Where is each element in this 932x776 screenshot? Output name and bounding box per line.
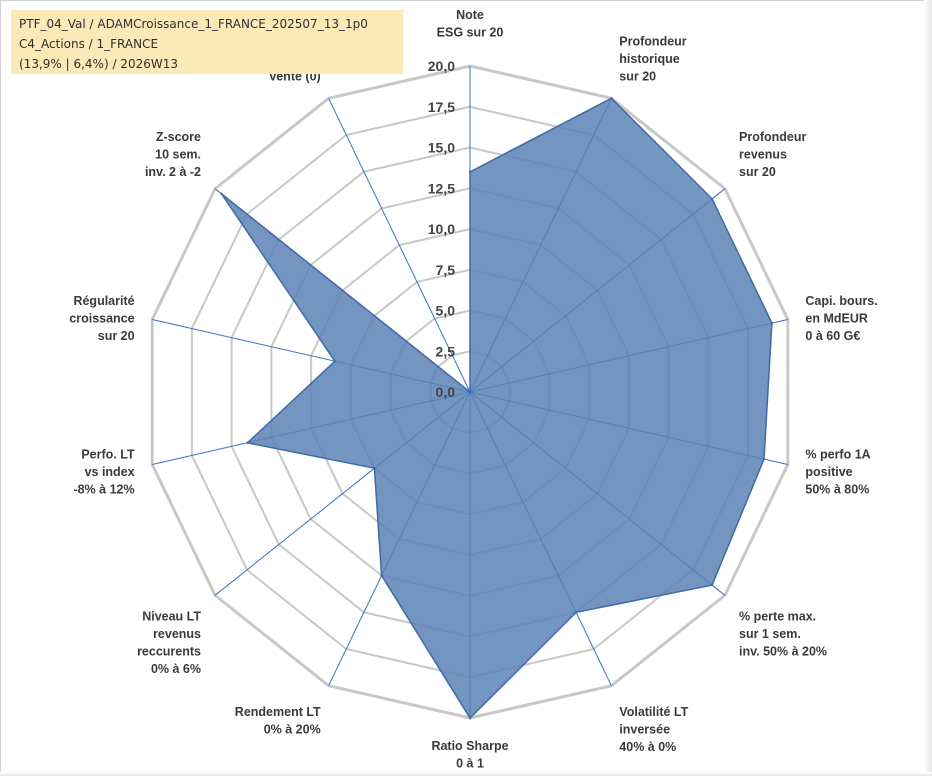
axis-label: ESG sur 20 bbox=[437, 26, 504, 40]
data-point bbox=[710, 583, 714, 587]
axis-spoke bbox=[328, 98, 471, 393]
performance-week: (13,9% | 6,4%) / 2026W13 bbox=[19, 57, 178, 71]
axis-label: 50% à 80% bbox=[805, 482, 869, 496]
axis-label: Ratio Sharpe bbox=[431, 739, 508, 753]
axis-label: inv. 50% à 20% bbox=[739, 645, 827, 659]
frame-shadow-right bbox=[924, 0, 932, 776]
portfolio-info-box: PTF_04_Val / ADAMCroissance_1_FRANCE_202… bbox=[11, 10, 403, 74]
axis-label: 10 sem. bbox=[155, 148, 201, 162]
tick-label: 10,0 bbox=[428, 221, 455, 237]
axis-label: 0% à 20% bbox=[264, 722, 321, 736]
axis-label: revenus bbox=[153, 627, 201, 641]
axis-label: sur 20 bbox=[98, 329, 135, 343]
axis-label: 40% à 0% bbox=[619, 740, 676, 754]
axis-label: Perfo. LT bbox=[81, 447, 135, 461]
axis-label: inv. 2 à -2 bbox=[145, 165, 201, 179]
data-point bbox=[380, 574, 383, 577]
axis-label: Z-score bbox=[156, 130, 201, 144]
data-point bbox=[574, 611, 578, 614]
axis-label: % perte max. bbox=[739, 610, 816, 624]
axis-label: 0 à 60 G€ bbox=[805, 329, 860, 343]
data-point bbox=[246, 441, 249, 444]
tick-label: 2,5 bbox=[436, 343, 456, 359]
frame-shadow-bottom bbox=[0, 772, 932, 776]
data-point bbox=[373, 467, 376, 470]
data-point bbox=[220, 192, 223, 195]
axis-label: 0 à 1 bbox=[456, 757, 484, 771]
axis-label: en MdEUR bbox=[805, 312, 868, 326]
axis-label: Capi. bours. bbox=[805, 294, 877, 308]
tick-label: 7,5 bbox=[436, 262, 456, 278]
data-point bbox=[710, 197, 714, 201]
axis-label: croissance bbox=[69, 312, 134, 326]
axis-label: Régularité bbox=[73, 294, 134, 308]
axis-label: Profondeur bbox=[739, 130, 806, 144]
data-point bbox=[468, 390, 472, 394]
portfolio-name: PTF_04_Val / ADAMCroissance_1_FRANCE_202… bbox=[19, 17, 368, 31]
axis-label: inversée bbox=[619, 722, 670, 736]
axis-label: reccurents bbox=[137, 645, 201, 659]
data-point bbox=[468, 716, 472, 720]
tick-label: 0,0 bbox=[436, 384, 456, 400]
tick-label: 20,0 bbox=[428, 58, 455, 74]
data-point bbox=[770, 321, 774, 325]
axis-label: Rendement LT bbox=[235, 705, 321, 719]
axis-label: % perfo 1A bbox=[805, 447, 870, 461]
axis-label: 0% à 6% bbox=[151, 662, 201, 676]
data-point bbox=[610, 97, 613, 100]
axis-label: vs index bbox=[85, 465, 135, 479]
tick-label: 15,0 bbox=[428, 140, 455, 156]
tick-label: 5,0 bbox=[436, 303, 456, 319]
axis-label: positive bbox=[805, 465, 852, 479]
axis-label: sur 20 bbox=[739, 165, 776, 179]
axis-label: Volatilité LT bbox=[619, 705, 688, 719]
axis-label: sur 1 sem. bbox=[739, 627, 801, 641]
data-point bbox=[468, 170, 472, 174]
tick-label: 17,5 bbox=[428, 99, 455, 115]
axis-label: sur 20 bbox=[619, 70, 656, 84]
tick-label: 12,5 bbox=[428, 180, 455, 196]
axis-label: -8% à 12% bbox=[73, 482, 134, 496]
axis-label: Profondeur bbox=[619, 35, 686, 49]
data-point bbox=[762, 457, 766, 461]
axis-label: Note bbox=[456, 8, 484, 22]
asset-class: C4_Actions / 1_FRANCE bbox=[19, 37, 159, 51]
data-point bbox=[333, 360, 337, 363]
axis-label: historique bbox=[619, 52, 679, 66]
axis-label: Niveau LT bbox=[142, 610, 201, 624]
axis-label: revenus bbox=[739, 148, 787, 162]
